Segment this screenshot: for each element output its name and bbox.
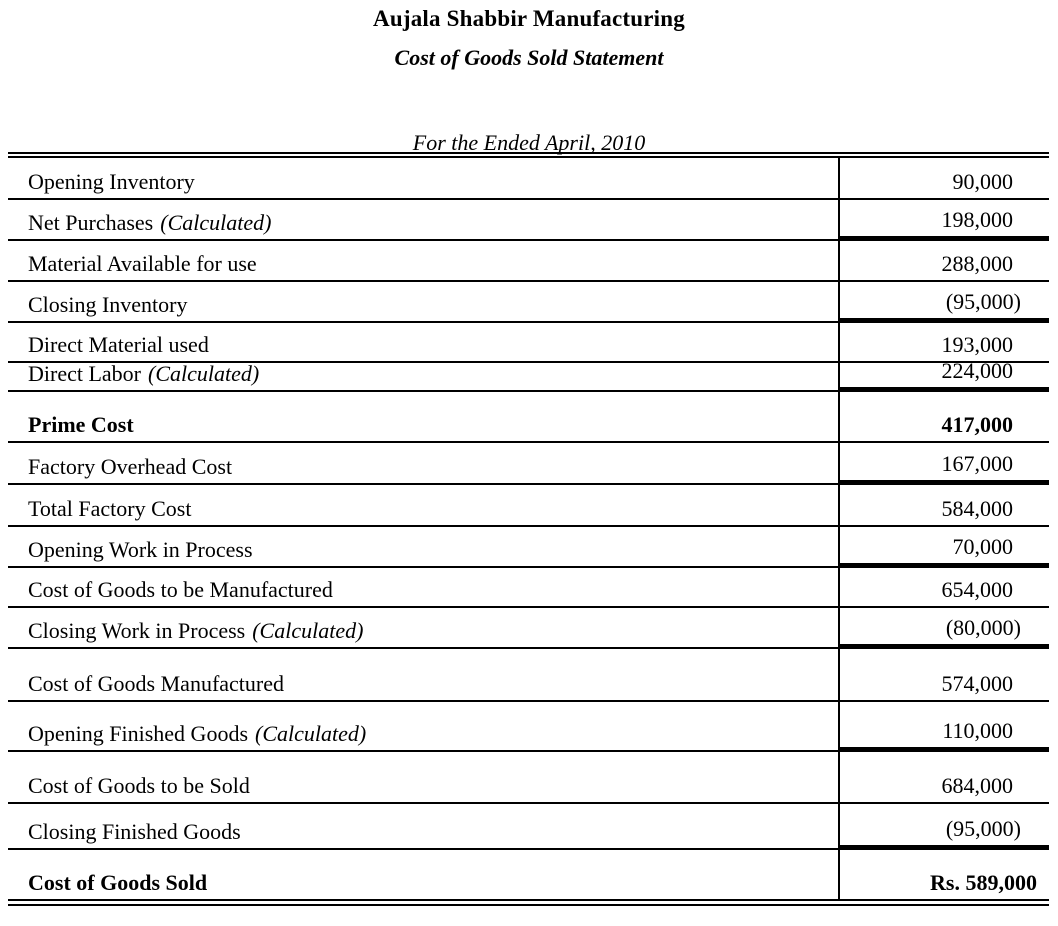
row-label: Cost of Goods to be Manufactured <box>28 577 333 602</box>
table-row: Opening Inventory 90,000 <box>8 158 1049 200</box>
table-row: Material Available for use 288,000 <box>8 241 1049 282</box>
table-row: Prime Cost 417,000 <box>8 392 1049 443</box>
row-value: 654,000 <box>838 568 1049 608</box>
table-row: Closing Finished Goods (95,000) <box>8 804 1049 850</box>
row-value: (95,000) <box>838 282 1049 323</box>
company-name: Aujala Shabbir Manufacturing <box>373 6 685 31</box>
row-value: 90,000 <box>838 158 1049 200</box>
statement-title: Cost of Goods Sold Statement <box>394 45 664 70</box>
table-row: Opening Finished Goods (Calculated) 110,0… <box>8 702 1049 752</box>
row-value: Rs. 589,000 <box>838 850 1049 899</box>
row-label: Opening Work in Process <box>28 537 253 562</box>
row-label: Closing Work in Process <box>28 618 246 643</box>
row-note: (Calculated) <box>252 618 364 643</box>
row-value: 417,000 <box>838 392 1049 443</box>
row-label: Direct Labor <box>28 361 141 386</box>
period-caption: For the Ended April, 2010 <box>412 130 646 155</box>
row-label: Cost of Goods Sold <box>28 870 208 895</box>
table-row: Total Factory Cost 584,000 <box>8 485 1049 527</box>
table-row: Direct Material used 193,000 <box>8 323 1049 363</box>
row-label: Net Purchases <box>28 210 154 235</box>
row-value: 193,000 <box>838 323 1049 363</box>
row-value: 224,000 <box>838 358 1049 392</box>
row-value: 574,000 <box>838 649 1049 702</box>
table-row: Opening Work in Process 70,000 <box>8 527 1049 568</box>
row-label: Prime Cost <box>28 412 134 437</box>
row-value: (95,000) <box>838 804 1049 850</box>
row-value: 198,000 <box>838 200 1049 241</box>
table-row: Cost of Goods Manufactured 574,000 <box>8 649 1049 702</box>
table-row: Closing Inventory (95,000) <box>8 282 1049 323</box>
row-value: 288,000 <box>838 241 1049 282</box>
row-label: Opening Finished Goods <box>28 721 248 746</box>
row-value: (80,000) <box>838 608 1049 649</box>
row-note: (Calculated) <box>148 361 260 386</box>
row-value: 684,000 <box>838 752 1049 804</box>
row-label: Direct Material used <box>28 332 209 357</box>
row-label: Closing Inventory <box>28 292 188 317</box>
table-row: Factory Overhead Cost 167,000 <box>8 443 1049 485</box>
row-note: (Calculated) <box>160 210 272 235</box>
row-label: Cost of Goods Manufactured <box>28 671 285 696</box>
row-value: 584,000 <box>838 485 1049 527</box>
cogs-table: Opening Inventory 90,000 Net Purchases (C… <box>8 152 1049 906</box>
table-row: Net Purchases (Calculated) 198,000 <box>8 200 1049 241</box>
row-label: Material Available for use <box>28 251 257 276</box>
table-row: Cost of Goods to be Sold 684,000 <box>8 752 1049 804</box>
row-value: 110,000 <box>838 702 1049 752</box>
table-row: Cost of Goods to be Manufactured 654,000 <box>8 568 1049 608</box>
row-note: (Calculated) <box>255 721 367 746</box>
row-label: Total Factory Cost <box>28 496 192 521</box>
row-label: Factory Overhead Cost <box>28 454 233 479</box>
row-label: Cost of Goods to be Sold <box>28 773 250 798</box>
row-value: 167,000 <box>838 443 1049 485</box>
table-row: Cost of Goods Sold Rs. 589,000 <box>8 850 1049 899</box>
row-label: Opening Inventory <box>28 169 195 194</box>
table-row: Direct Labor (Calculated) 224,000 <box>8 358 1049 392</box>
row-label: Closing Finished Goods <box>28 819 241 844</box>
table-row: Closing Work in Process (Calculated) (80,… <box>8 608 1049 649</box>
row-value: 70,000 <box>838 527 1049 568</box>
